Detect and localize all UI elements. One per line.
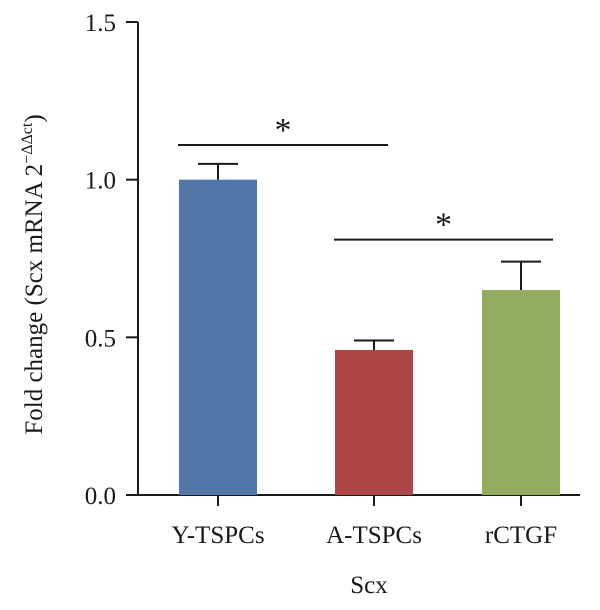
bar-rctgf: [482, 290, 560, 495]
y-axis-title: Fold change (Scx mRNA 2−ΔΔct): [19, 114, 48, 434]
bar-a-tspcs: [335, 349, 413, 495]
x-ticks: Y-TSPCs A-TSPCs rCTGF: [171, 495, 557, 549]
y-tick-label: 0.5: [85, 325, 116, 352]
x-tick-label: A-TSPCs: [326, 522, 422, 549]
x-axis-title: Scx: [350, 572, 388, 599]
y-tick-label: 0.0: [85, 483, 116, 510]
x-tick-label: rCTGF: [485, 522, 557, 549]
significance-star: *: [435, 207, 452, 244]
y-axis-title-superscript: −ΔΔct: [19, 122, 36, 164]
bars: [179, 162, 560, 495]
significance-annotations: **: [178, 112, 553, 244]
y-axis-title-main: Fold change (Scx mRNA 2: [21, 164, 48, 435]
significance-star: *: [275, 112, 292, 149]
y-tick-label: 1.0: [85, 168, 116, 195]
y-tick-label: 1.5: [85, 10, 116, 37]
y-ticks: 0.0 0.5 1.0 1.5: [85, 10, 138, 510]
x-tick-label: Y-TSPCs: [171, 522, 264, 549]
bar-y-tspcs: [179, 179, 257, 495]
y-axis-title-close: ): [21, 114, 48, 122]
